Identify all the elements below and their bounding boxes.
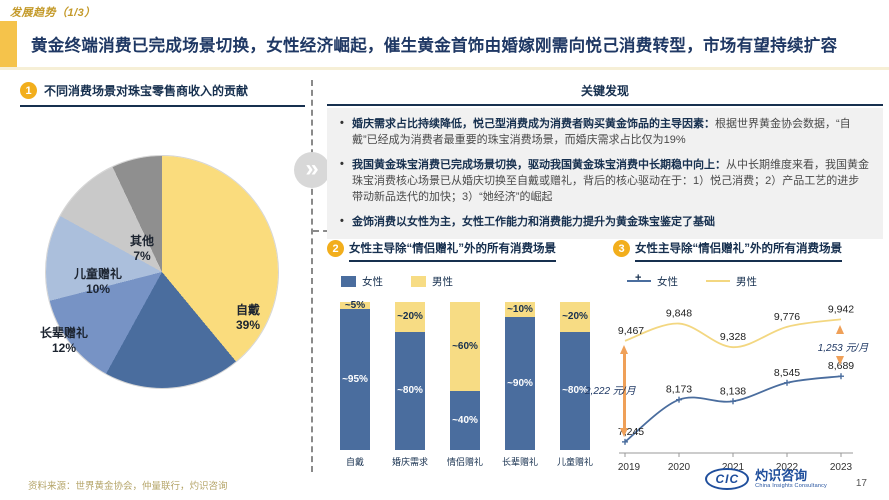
legend-item-male: 男性	[706, 274, 757, 289]
bar-section-title: 女性主导除“情侣赠礼”外的所有消费场景	[349, 240, 556, 262]
bar-segment-male: ~10%	[505, 302, 535, 317]
svg-text:9,328: 9,328	[720, 331, 746, 343]
bar-chart-section: 2 女性主导除“情侣赠礼”外的所有消费场景 女性 男性 ~5% ~95% 自戴 ~20…	[327, 240, 603, 468]
bar-segment-female: ~40%	[450, 390, 480, 450]
pie-label-self: 自戴 39%	[235, 303, 261, 332]
bar-category-label: 婚庆需求	[391, 457, 428, 467]
svg-text:8,138: 8,138	[720, 385, 746, 397]
bar-segment-female: ~80%	[395, 331, 425, 450]
legend-item-female: + 女性	[627, 272, 678, 289]
finding-bullet: 婚庆需求占比持续降低，悦己型消费成为消费者购买黄金饰品的主导因素：根据世界黄金协…	[339, 116, 869, 149]
cic-logo: CIC 灼识咨询 China Insights Consultancy	[705, 468, 827, 490]
bar-category-label: 长辈赠礼	[501, 457, 538, 467]
gap-arrow-up-2023	[836, 325, 844, 334]
bar-category-label: 儿童赠礼	[556, 457, 593, 467]
line-section-title: 女性主导除“情侣赠礼”外的所有消费场景	[635, 240, 842, 262]
female-line-icon: +	[627, 272, 651, 284]
cic-logo-en: China Insights Consultancy	[755, 483, 827, 490]
title-band: 黄金终端消费已完成场景切换，女性经济崛起，催生黄金首饰由婚嫁刚需向悦己消费转型，…	[0, 21, 889, 70]
bar-segment-male: ~20%	[395, 302, 425, 332]
pie-section-heading: 1 不同消费场景对珠宝零售商收入的贡献	[20, 82, 305, 107]
female-swatch-icon	[341, 275, 356, 287]
bar-category-label: 情侣赠礼	[446, 457, 483, 467]
page-tag: 发展趋势（1/3）	[10, 7, 96, 19]
gap-annotation-2019: 2,222 元/月	[585, 386, 636, 397]
page-number: 17	[855, 478, 867, 489]
source-note: 资料来源：世界黄金协会，仲量联行，灼识咨询	[28, 481, 228, 492]
vertical-dashed-divider	[311, 80, 313, 472]
bar-column: ~20% ~80% 儿童赠礼	[549, 302, 601, 468]
bar-segment-male: ~5%	[340, 300, 370, 311]
title-accent-bar	[0, 21, 17, 67]
stacked-bar-chart: ~5% ~95% 自戴 ~20% ~80% 婚庆需求 ~60% ~40% 情侣赠礼 ~10% ~90…	[327, 300, 603, 468]
svg-text:8,545: 8,545	[774, 367, 800, 379]
line-legend: + 女性 男性	[627, 272, 885, 289]
line-section-heading: 3 女性主导除“情侣赠礼”外的所有消费场景	[613, 240, 885, 262]
bar-category-label: 自戴	[345, 457, 364, 467]
key-findings-section: 关键发现 婚庆需求占比持续降低，悦己型消费成为消费者购买黄金饰品的主导因素：根据…	[327, 82, 883, 239]
male-swatch-icon	[411, 275, 426, 287]
pie-label-elder: 长辈赠礼 12%	[39, 326, 89, 355]
male-line-icon	[706, 280, 730, 282]
svg-text:8,689: 8,689	[828, 360, 854, 372]
bar-column: ~20% ~80% 婚庆需求	[384, 302, 436, 468]
pie-label-other: 其他 7%	[129, 234, 155, 263]
bar-section-heading: 2 女性主导除“情侣赠礼”外的所有消费场景	[327, 240, 603, 262]
slide-title: 黄金终端消费已完成场景切换，女性经济崛起，催生黄金首饰由婚嫁刚需向悦己消费转型，…	[31, 37, 838, 55]
bar-segment-female: ~95%	[340, 309, 370, 450]
bar-segment-male: ~20%	[560, 302, 590, 332]
cic-logo-oval: CIC	[705, 468, 750, 490]
pie-label-wedding: 婚庆需求 19%	[145, 433, 195, 462]
key-findings-box: 婚庆需求占比持续降低，悦己型消费成为消费者购买黄金饰品的主导因素：根据世界黄金协…	[327, 108, 883, 239]
pie-section-title: 不同消费场景对珠宝零售商收入的贡献	[44, 84, 249, 98]
pie-section: 1 不同消费场景对珠宝零售商收入的贡献 自戴 39% 婚庆需求 19% 情侣赠礼 13…	[20, 82, 305, 472]
finding-bullet: 我国黄金珠宝消费已完成场景切换，驱动我国黄金珠宝消费中长期稳中向上：从中长期维度…	[339, 157, 869, 206]
svg-text:9,848: 9,848	[666, 308, 692, 320]
svg-text:9,942: 9,942	[828, 303, 854, 315]
pie-label-child: 儿童赠礼 10%	[73, 267, 123, 296]
section-badge-2: 2	[327, 240, 344, 257]
bar-column: ~10% ~90% 长辈赠礼	[494, 302, 546, 468]
legend-item-male: 男性	[411, 274, 453, 289]
bar-legend: 女性 男性	[341, 274, 603, 288]
svg-text:2023: 2023	[830, 462, 853, 473]
line-chart-section: 3 女性主导除“情侣赠礼”外的所有消费场景 + 女性 男性 2019 2020 20…	[585, 240, 885, 488]
bar-segment-female: ~90%	[505, 316, 535, 450]
section-badge-3: 3	[613, 240, 630, 257]
svg-text:9,467: 9,467	[618, 325, 644, 337]
svg-text:8,173: 8,173	[666, 384, 692, 396]
line-chart: 2019 2020 2021 2022 2023 7,245 8,173 8,138 8,545…	[585, 298, 885, 488]
section-badge-1: 1	[20, 82, 37, 99]
gap-annotation-2023: 1,253 元/月	[817, 343, 869, 354]
bar-segment-female: ~80%	[560, 331, 590, 450]
svg-text:2019: 2019	[618, 462, 641, 473]
key-findings-rule	[327, 104, 883, 106]
double-chevron-icon: »	[294, 152, 330, 188]
svg-text:2021: 2021	[722, 462, 745, 473]
finding-bullet: 金饰消费以女性为主，女性工作能力和消费能力提升为黄金珠宝鉴定了基础	[339, 214, 869, 231]
key-findings-title: 关键发现	[580, 84, 629, 98]
cic-logo-cn: 灼识咨询	[755, 467, 808, 483]
pie-label-couple: 情侣赠礼 13%	[63, 394, 113, 423]
svg-text:9,776: 9,776	[774, 311, 800, 323]
bar-segment-male: ~60%	[450, 302, 480, 391]
bar-column: ~5% ~95% 自戴	[329, 300, 381, 468]
bar-column: ~60% ~40% 情侣赠礼	[439, 302, 491, 468]
gap-arrow-down-2023	[836, 356, 844, 365]
legend-item-female: 女性	[341, 274, 383, 289]
pie-chart	[46, 156, 278, 388]
gap-arrow-2019	[620, 345, 628, 437]
svg-text:2022: 2022	[776, 462, 799, 473]
svg-text:2020: 2020	[668, 462, 691, 473]
